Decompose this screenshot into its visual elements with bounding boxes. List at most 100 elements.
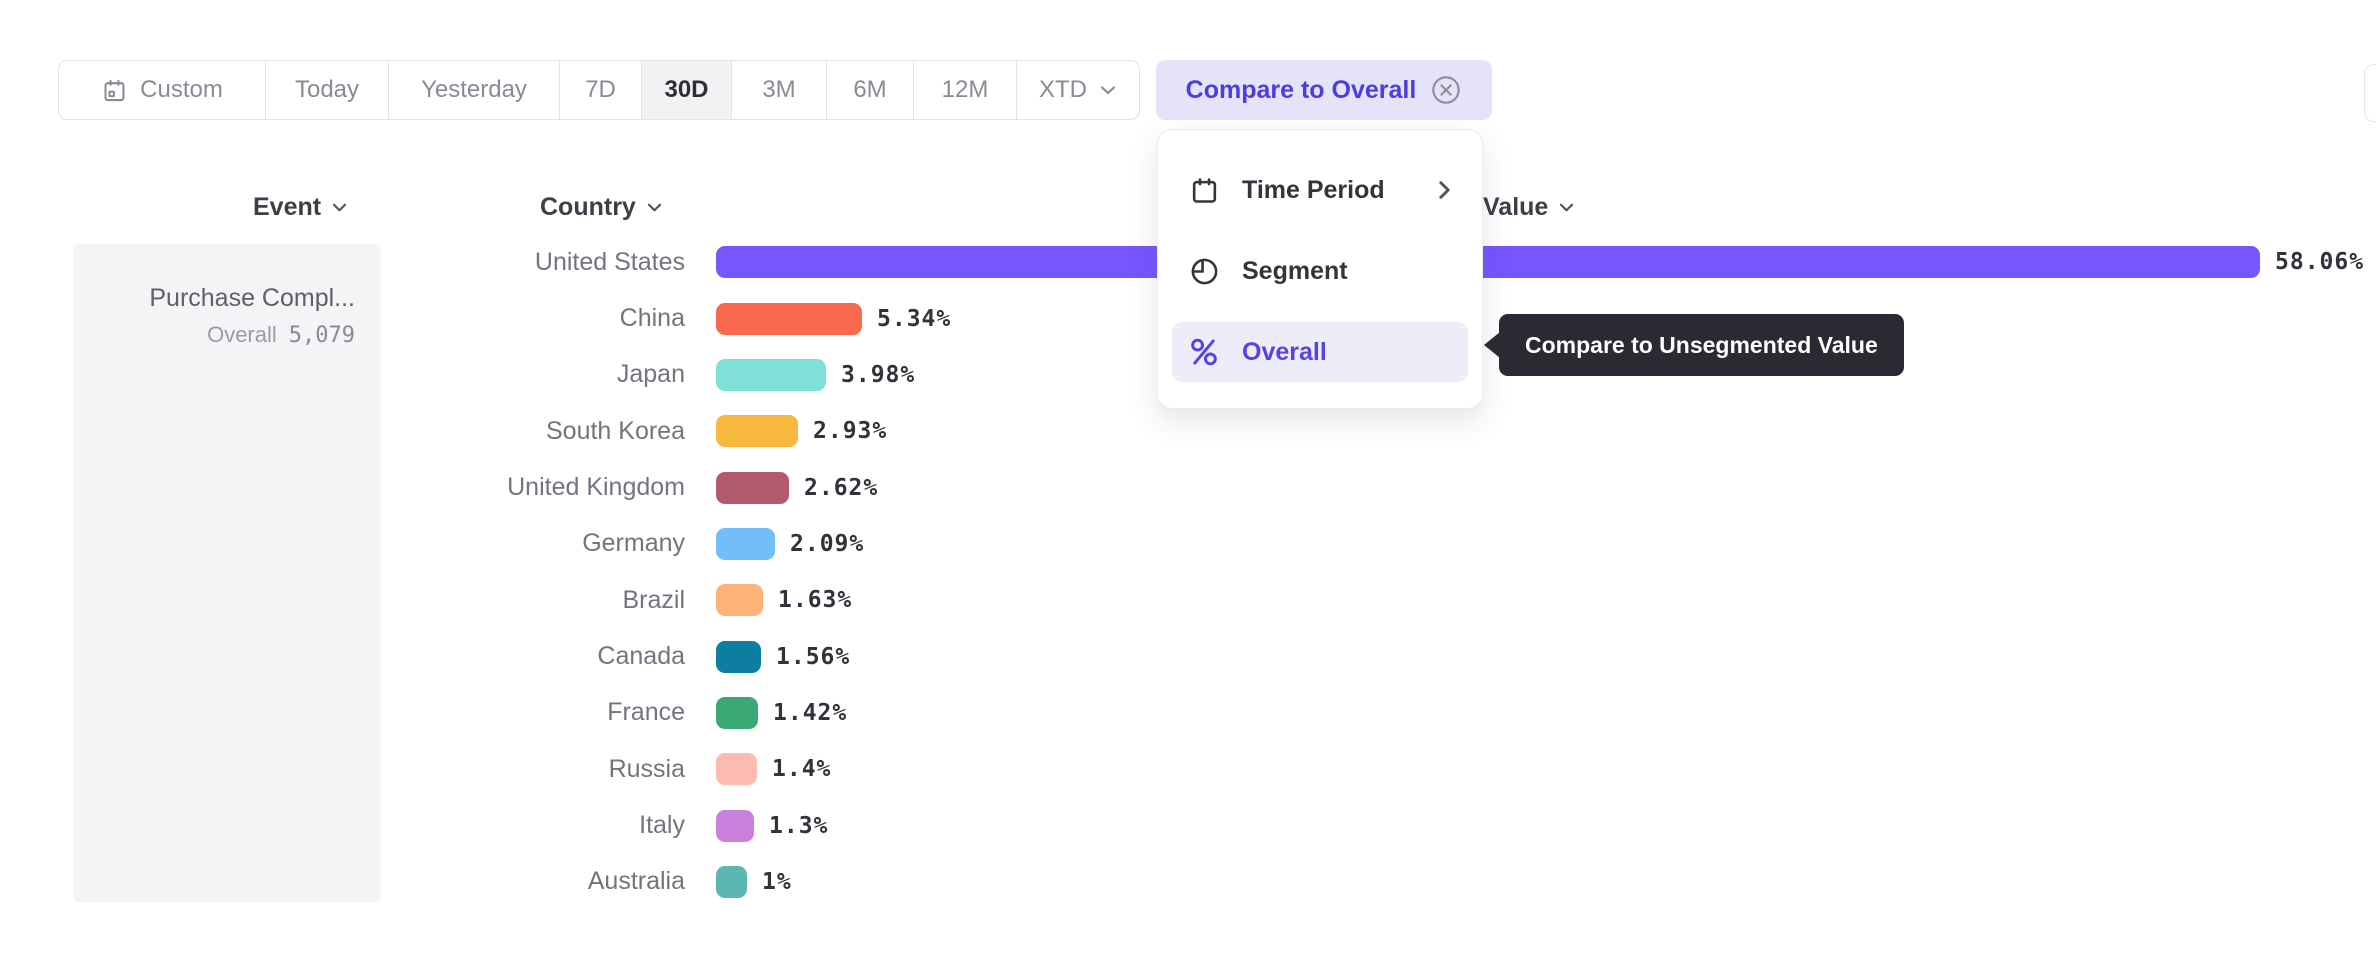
- period-button-6m[interactable]: 6M: [827, 61, 914, 119]
- country-column-header[interactable]: Country: [540, 193, 663, 222]
- value-label: 2.93%: [813, 418, 888, 445]
- clipped-right-button[interactable]: [2364, 64, 2376, 122]
- chart-row: Germany 2.09%: [0, 516, 2376, 572]
- chevron-down-icon: [332, 203, 347, 212]
- country-label: Italy: [639, 811, 685, 840]
- country-label: France: [607, 698, 685, 727]
- compare-to-overall-button[interactable]: Compare to Overall: [1156, 60, 1492, 120]
- chart-row: Canada 1.56%: [0, 628, 2376, 684]
- tooltip-text: Compare to Unsegmented Value: [1525, 331, 1878, 358]
- value-label: 1%: [762, 868, 792, 895]
- country-label: United States: [534, 247, 685, 276]
- period-label: 12M: [941, 76, 989, 103]
- event-column-header[interactable]: Event: [253, 193, 348, 222]
- period-label: 30D: [664, 76, 709, 103]
- chevron-down-icon: [1560, 203, 1574, 212]
- tooltip-arrow-left: [1484, 332, 1500, 358]
- value-label: 5.34%: [877, 305, 952, 332]
- country-label: United Kingdom: [507, 473, 685, 502]
- period-label: 3M: [762, 76, 796, 103]
- period-label: Today: [294, 76, 360, 103]
- value-bar[interactable]: [716, 246, 2260, 279]
- calendar-icon: [101, 77, 128, 104]
- value-label: 3.98%: [841, 361, 916, 388]
- country-header-label: Country: [540, 193, 636, 221]
- chart-row: Australia 1%: [0, 854, 2376, 910]
- menu-item-overall[interactable]: Overall: [1172, 322, 1468, 382]
- remove-compare-icon[interactable]: [1430, 74, 1462, 106]
- compare-tooltip: Compare to Unsegmented Value: [1484, 314, 1904, 376]
- value-label: 1.4%: [772, 756, 832, 783]
- chart-row: France 1.42%: [0, 685, 2376, 741]
- chevron-down-icon: [647, 203, 661, 212]
- country-bar-chart: United States 58.06% China 5.34% Japan 3.98% S…: [0, 234, 2376, 910]
- value-bar[interactable]: [716, 527, 775, 560]
- country-label: Brazil: [622, 585, 685, 614]
- period-label: XTD: [1039, 76, 1087, 103]
- overall-value: 5,079: [288, 323, 355, 348]
- value-bar[interactable]: [716, 640, 761, 673]
- period-button-7d[interactable]: 7D: [560, 61, 642, 119]
- period-label: Custom: [140, 76, 223, 103]
- value-label: 1.63%: [778, 587, 853, 614]
- value-bar[interactable]: [716, 809, 754, 842]
- menu-item-label: Segment: [1242, 256, 1348, 285]
- period-label: 7D: [585, 76, 616, 103]
- value-label: 58.06%: [2275, 249, 2365, 276]
- value-bar[interactable]: [716, 302, 862, 335]
- chevron-down-icon: [1099, 84, 1117, 96]
- value-label: 1.42%: [773, 699, 848, 726]
- chart-row: Italy 1.3%: [0, 797, 2376, 853]
- value-column-header[interactable]: Value: [1483, 193, 1575, 222]
- chevron-right-icon: [1439, 181, 1450, 199]
- date-range-control: Custom Today Yesterday 7D 30D 3M 6M 12M …: [58, 60, 1140, 120]
- chart-row: Brazil 1.63%: [0, 572, 2376, 628]
- period-button-xtd[interactable]: XTD: [1017, 61, 1139, 119]
- period-button-3m[interactable]: 3M: [732, 61, 827, 119]
- chart-row: China 5.34%: [0, 290, 2376, 346]
- value-header-label: Value: [1483, 193, 1549, 221]
- country-label: China: [619, 304, 685, 333]
- percent-icon: [1188, 336, 1220, 368]
- calendar-icon: [1188, 175, 1220, 206]
- period-button-yesterday[interactable]: Yesterday: [389, 61, 560, 119]
- value-label: 2.62%: [804, 474, 879, 501]
- menu-item-label: Overall: [1242, 337, 1327, 366]
- chart-row: United Kingdom 2.62%: [0, 459, 2376, 515]
- chart-row: South Korea 2.93%: [0, 403, 2376, 459]
- value-bar[interactable]: [716, 471, 789, 504]
- chart-row: Russia 1.4%: [0, 741, 2376, 797]
- menu-item-segment[interactable]: Segment: [1172, 241, 1468, 301]
- period-button-12m[interactable]: 12M: [914, 61, 1017, 119]
- country-label: Canada: [597, 642, 685, 671]
- value-label: 2.09%: [790, 530, 865, 557]
- overall-label: Overall: [207, 322, 277, 347]
- value-bar[interactable]: [716, 865, 747, 898]
- country-label: South Korea: [546, 416, 685, 445]
- menu-item-label: Time Period: [1242, 175, 1385, 204]
- value-bar[interactable]: [716, 696, 758, 729]
- period-button-today[interactable]: Today: [266, 61, 389, 119]
- event-name: Purchase Compl...: [149, 284, 355, 312]
- value-bar[interactable]: [716, 753, 757, 786]
- segment-icon: [1188, 256, 1220, 287]
- period-button-custom[interactable]: Custom: [59, 61, 266, 119]
- value-label: 1.3%: [769, 812, 829, 839]
- event-header-label: Event: [253, 193, 322, 221]
- value-bar[interactable]: [716, 358, 826, 391]
- chart-row: Japan 3.98%: [0, 347, 2376, 403]
- event-card[interactable]: Purchase Compl... Overall 5,079: [73, 244, 381, 902]
- menu-item-time-period[interactable]: Time Period: [1172, 160, 1468, 220]
- country-label: Australia: [587, 867, 685, 896]
- country-label: Germany: [582, 529, 685, 558]
- value-bar[interactable]: [716, 415, 798, 448]
- chart-row: United States 58.06%: [0, 234, 2376, 290]
- period-button-30d[interactable]: 30D: [642, 61, 732, 119]
- value-bar[interactable]: [716, 584, 763, 617]
- value-label: 1.56%: [776, 643, 851, 670]
- compare-button-label: Compare to Overall: [1185, 75, 1417, 104]
- country-label: Japan: [616, 360, 685, 389]
- country-label: Russia: [608, 754, 685, 783]
- period-label: 6M: [853, 76, 887, 103]
